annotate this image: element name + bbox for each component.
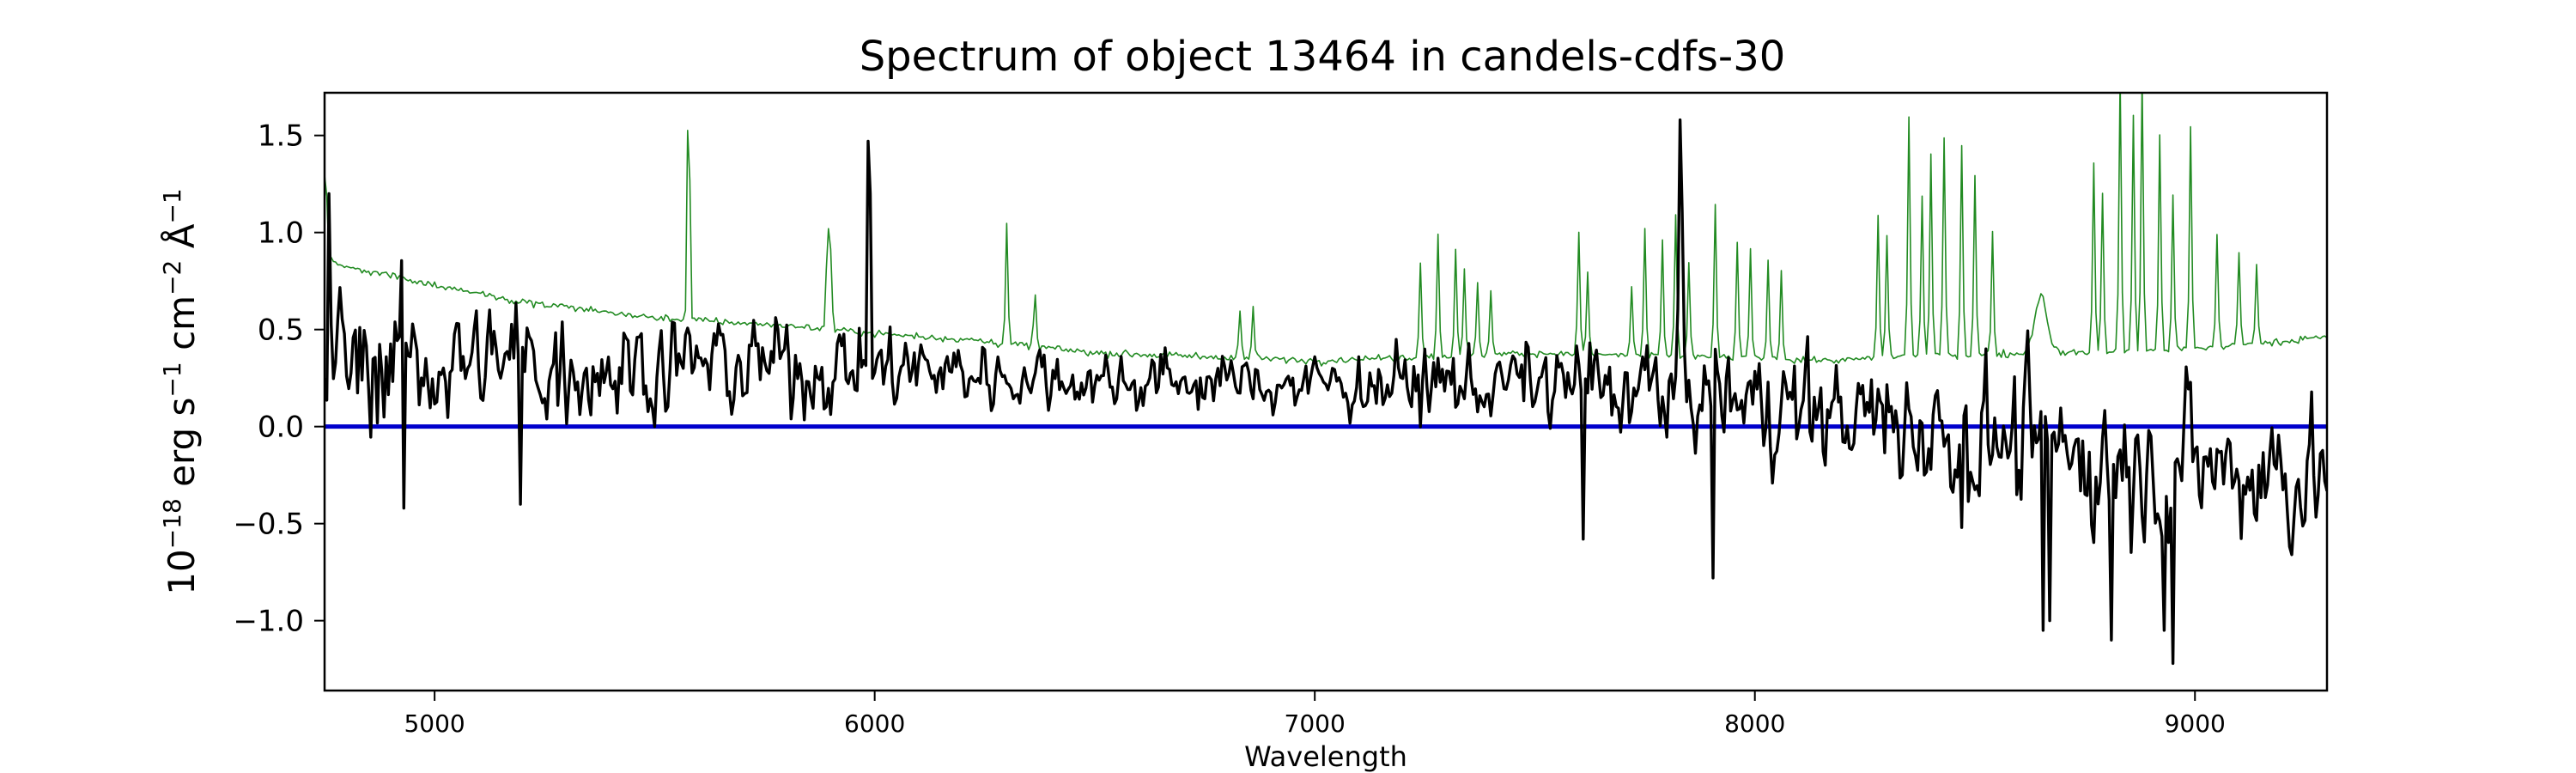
x-axis: 5000 6000 7000 8000 9000	[404, 691, 2226, 738]
chart-title: Spectrum of object 13464 in candels-cdfs…	[860, 33, 1786, 81]
x-tick-label: 5000	[404, 709, 465, 738]
flux-line	[325, 118, 2327, 666]
y-axis-label: 10−18 erg s−1 cm−2 Å−1	[158, 188, 203, 594]
x-tick-label: 8000	[1724, 709, 1785, 738]
y-tick-label: 0.0	[258, 411, 304, 445]
y-tick-label: 0.5	[258, 313, 304, 348]
noise-model-line	[325, 93, 2327, 367]
x-tick-label: 7000	[1285, 709, 1346, 738]
x-tick-label: 9000	[2165, 709, 2226, 738]
plot-area	[325, 93, 2327, 666]
y-axis: 1.5 1.0 0.5 0.0 −0.5 −1.0	[233, 119, 325, 639]
y-tick-label: −0.5	[233, 508, 304, 542]
x-tick-label: 6000	[844, 709, 905, 738]
y-tick-label: 1.5	[258, 119, 304, 154]
plot-frame	[323, 91, 2329, 692]
y-tick-label: 1.0	[258, 216, 304, 251]
x-axis-label: Wavelength	[1244, 740, 1407, 773]
y-tick-label: −1.0	[233, 605, 304, 639]
